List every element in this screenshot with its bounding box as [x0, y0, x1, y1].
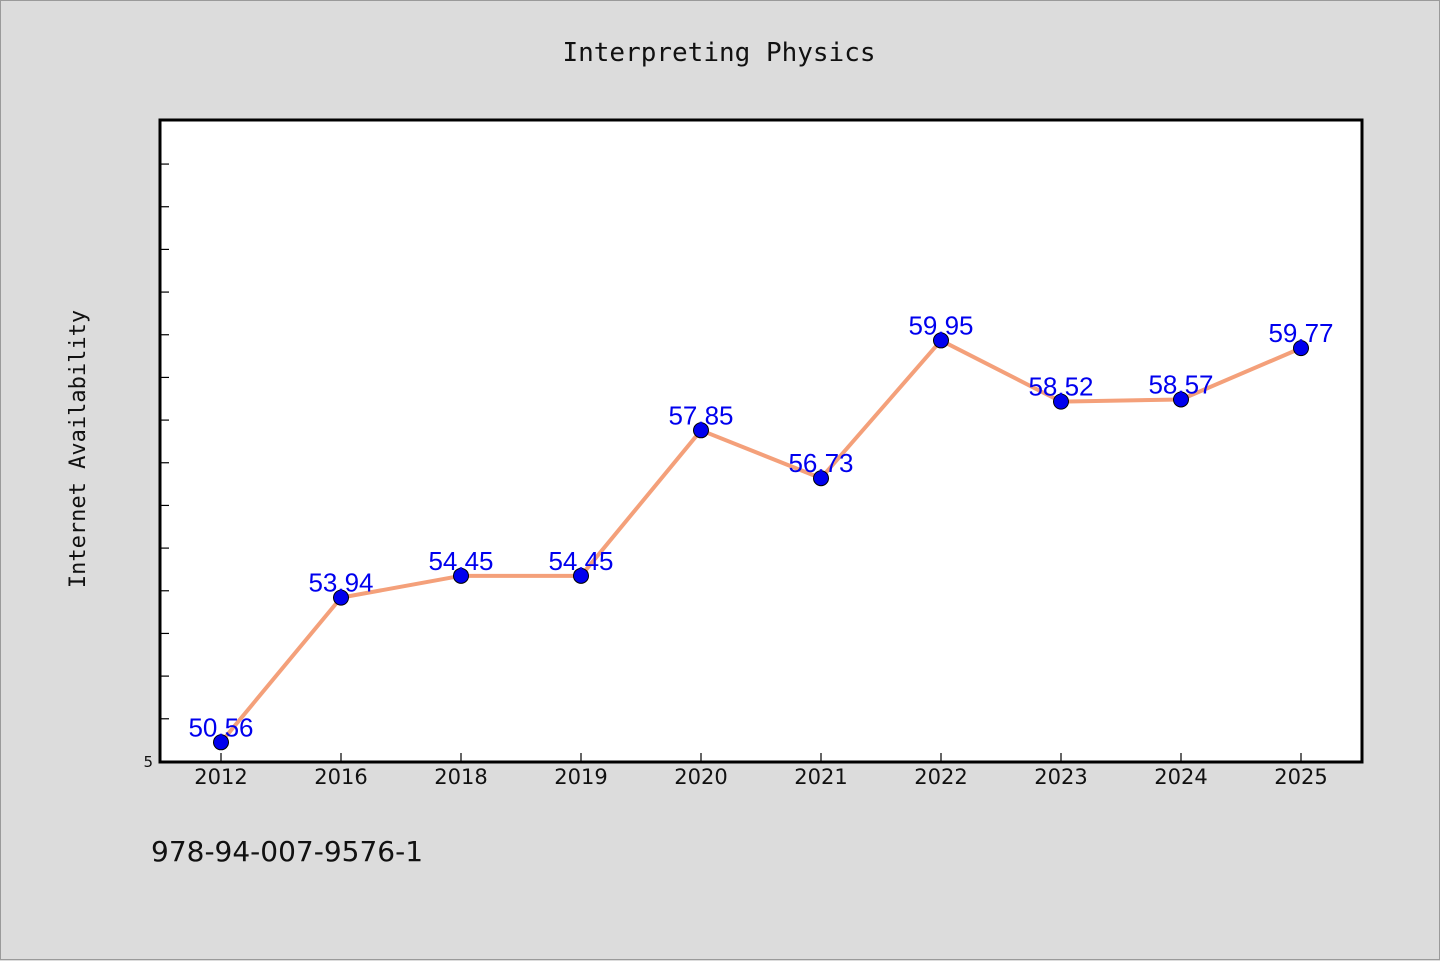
x-tick-label: 2020 [674, 765, 727, 789]
series-line [219, 338, 1303, 745]
plot-area [158, 118, 1364, 764]
data-point [813, 470, 829, 487]
data-point [933, 332, 949, 349]
data-label: 58.57 [1148, 369, 1213, 399]
data-label-layer: 50.56 53.94 54.45 54.45 57.85 56.73 59.95 58.52… [188, 310, 1333, 742]
data-label: 59.95 [908, 310, 973, 340]
data-label: 57.85 [668, 400, 733, 430]
x-tick-label: 2021 [794, 765, 847, 789]
y-axis-ticks: 5 [143, 163, 169, 771]
data-label: 53.94 [308, 568, 373, 598]
marker-layer [213, 332, 1309, 751]
footer-note: 978-94-007-9576-1 [151, 835, 424, 868]
data-label: 50.56 [188, 712, 253, 742]
data-label: 58.52 [1028, 372, 1093, 402]
data-point [453, 567, 469, 584]
data-label: 54.45 [548, 546, 613, 576]
data-point [1293, 340, 1309, 357]
x-axis-ticks: 2012 2016 2018 2019 2020 2021 2022 2023 2024 2025 [194, 753, 1328, 789]
data-point [333, 589, 349, 606]
data-label: 54.45 [428, 546, 493, 576]
x-tick-label: 2024 [1154, 765, 1207, 789]
x-tick-label: 2012 [194, 765, 247, 789]
x-tick-label: 2023 [1034, 765, 1087, 789]
chart-title: Interpreting Physics [562, 38, 875, 68]
data-point [1053, 393, 1069, 410]
x-tick-label: 2016 [314, 765, 367, 789]
y-axis-label: Internet Availability [66, 310, 91, 588]
data-point [213, 734, 229, 751]
data-label: 59.77 [1268, 318, 1333, 348]
data-label: 56.73 [788, 448, 853, 478]
data-point [573, 567, 589, 584]
x-tick-label: 2018 [434, 765, 487, 789]
series-line-layer [219, 338, 1303, 745]
y-tick-label: 5 [143, 753, 153, 771]
data-point [693, 422, 709, 439]
x-tick-label: 2025 [1274, 765, 1327, 789]
x-tick-label: 2022 [914, 765, 967, 789]
x-tick-label: 2019 [554, 765, 607, 789]
data-point [1173, 391, 1189, 408]
